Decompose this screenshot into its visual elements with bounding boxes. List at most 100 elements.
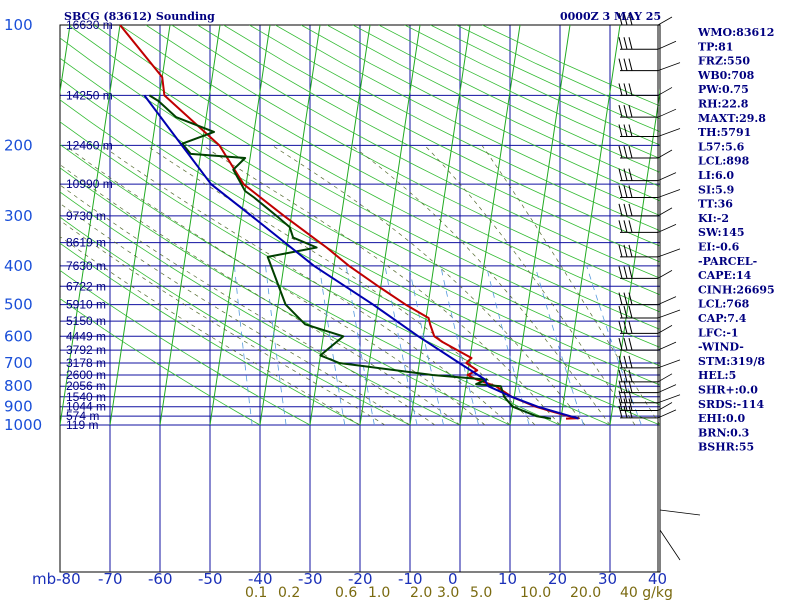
pressure-tick-label: 900 bbox=[4, 398, 33, 416]
wind-barb bbox=[618, 145, 673, 159]
index-item: SRDS:-114 bbox=[698, 398, 765, 411]
dry-adiabat bbox=[60, 57, 660, 386]
dry-adiabat bbox=[171, 25, 660, 279]
index-item: LCL:768 bbox=[698, 298, 750, 311]
wind-barb bbox=[618, 380, 677, 394]
index-item: CAPE:14 bbox=[698, 269, 752, 282]
mixing-ratio-label: 1.0 bbox=[368, 585, 390, 600]
pressure-tick-label: 300 bbox=[4, 207, 33, 225]
pressure-tick-label: 400 bbox=[4, 257, 33, 275]
mixing-ratio-line bbox=[534, 265, 584, 426]
index-item: CINH:26695 bbox=[698, 283, 775, 296]
dry-adiabat-lines bbox=[60, 25, 660, 426]
height-label: 574 m bbox=[66, 409, 99, 423]
moist-adiabat bbox=[60, 203, 411, 426]
pressure-tick-label: 200 bbox=[4, 136, 33, 154]
height-label: 5150 m bbox=[66, 314, 106, 328]
dry-adiabat bbox=[119, 25, 660, 313]
hodograph-trace bbox=[659, 509, 701, 516]
wind-barb bbox=[618, 58, 681, 72]
mixing-ratio-lines bbox=[234, 265, 642, 426]
index-item: FRZ:550 bbox=[698, 55, 750, 68]
mixing-ratio-label: 20.0 bbox=[570, 585, 601, 600]
index-item: BSHR:55 bbox=[698, 441, 754, 454]
temperature-tick-label: -20 bbox=[348, 570, 373, 588]
dry-adiabat bbox=[93, 25, 660, 330]
moist-adiabat bbox=[60, 236, 361, 426]
dry-adiabat bbox=[223, 25, 660, 247]
temperature-tick-label: -50 bbox=[198, 570, 223, 588]
index-item: LCL:898 bbox=[698, 155, 750, 168]
moist-adiabat bbox=[272, 145, 586, 426]
index-item: KI:-2 bbox=[698, 212, 729, 225]
wind-barb bbox=[618, 266, 673, 279]
wind-barb bbox=[618, 185, 681, 199]
temperature-tick-label: -10 bbox=[398, 570, 423, 588]
mixing-ratio-line bbox=[440, 265, 479, 426]
isotherm bbox=[559, 25, 621, 426]
dry-adiabat bbox=[60, 298, 261, 426]
height-label: 10990 m bbox=[66, 177, 113, 191]
index-item: MAXT:29.8 bbox=[698, 112, 766, 125]
wind-barb bbox=[618, 37, 677, 50]
index-item: SW:145 bbox=[698, 226, 745, 239]
height-label: 3792 m bbox=[66, 343, 106, 357]
wind-barb bbox=[618, 220, 677, 233]
isotherm bbox=[209, 25, 271, 426]
isotherm bbox=[359, 25, 421, 426]
dry-adiabat bbox=[145, 25, 660, 296]
dry-adiabat bbox=[60, 191, 461, 426]
parcel-profile bbox=[143, 94, 579, 420]
sounding-time: 0000Z 3 MAY 25 bbox=[560, 10, 661, 23]
index-item: -PARCEL- bbox=[698, 255, 757, 268]
wind-barb bbox=[618, 124, 681, 138]
index-item: SHR+:0.0 bbox=[698, 384, 758, 397]
moist-adiabat bbox=[60, 219, 386, 426]
mixing-ratio-line bbox=[408, 265, 444, 426]
index-item: STM:319/8 bbox=[698, 355, 765, 368]
height-label: 14250 m bbox=[66, 88, 113, 102]
temperature-tick-label: -70 bbox=[98, 570, 123, 588]
dry-adiabat bbox=[60, 216, 411, 426]
index-item: LFC:-1 bbox=[698, 326, 739, 339]
mixing-ratio-line bbox=[318, 265, 346, 426]
pressure-tick-label: 800 bbox=[4, 377, 33, 395]
dry-adiabat bbox=[60, 269, 311, 426]
dry-adiabat bbox=[60, 242, 361, 426]
isotherm bbox=[259, 25, 321, 426]
temperature-tick-label: mb-80 bbox=[32, 570, 81, 588]
index-item: RH:22.8 bbox=[698, 98, 749, 111]
temperature-tick-label: 10 bbox=[498, 570, 517, 588]
isotherm bbox=[159, 25, 221, 426]
dry-adiabat bbox=[197, 25, 660, 263]
height-label: 6722 m bbox=[66, 279, 106, 293]
index-item: HEL:5 bbox=[698, 369, 736, 382]
wind-barb bbox=[618, 203, 673, 217]
index-item: TT:36 bbox=[698, 198, 733, 211]
isotherm bbox=[309, 25, 371, 426]
height-label: 5910 m bbox=[66, 298, 106, 312]
isotherm bbox=[509, 25, 571, 426]
height-label: 4449 m bbox=[66, 329, 106, 343]
height-label: 2056 m bbox=[66, 379, 106, 393]
mixing-ratio-label: 40 g/kg bbox=[620, 585, 673, 600]
mixing-ratio-label: 0.2 bbox=[278, 585, 300, 600]
mixing-ratio-line bbox=[234, 265, 253, 426]
mixing-ratio-label: 0.6 bbox=[335, 585, 357, 600]
dry-adiabat bbox=[275, 25, 660, 217]
mixing-ratio-line bbox=[485, 265, 530, 426]
wind-barb bbox=[618, 168, 677, 182]
height-label: 3178 m bbox=[66, 356, 106, 370]
isotherm bbox=[109, 25, 171, 426]
index-item: -WIND- bbox=[698, 341, 744, 354]
temperature-tick-label: -60 bbox=[148, 570, 173, 588]
temperature-tick-label: 20 bbox=[548, 570, 567, 588]
wind-barb bbox=[618, 369, 673, 383]
pressure-tick-label: 600 bbox=[4, 327, 33, 345]
mixing-ratio-line bbox=[384, 265, 418, 426]
wind-barb bbox=[618, 305, 681, 319]
wind-barb bbox=[618, 244, 681, 258]
